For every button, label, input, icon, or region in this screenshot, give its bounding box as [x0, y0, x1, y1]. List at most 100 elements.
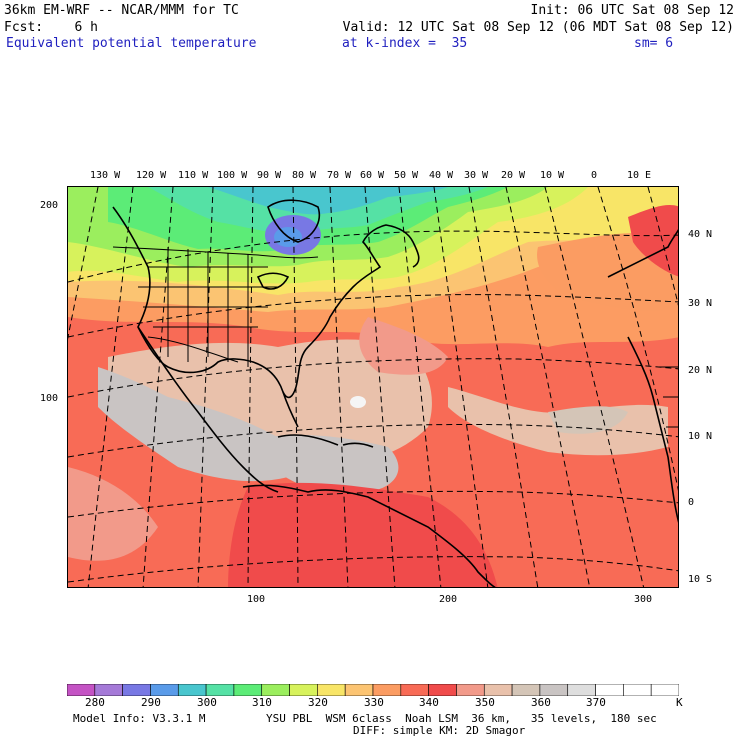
- colorbar-swatch: [233, 683, 263, 697]
- lon-label: 0: [591, 170, 598, 181]
- lon-label: 50 W: [394, 170, 419, 181]
- colorbar-swatch: [205, 683, 235, 697]
- field-white-spot: [350, 396, 366, 408]
- colorbar-swatch: [289, 683, 318, 697]
- lon-label: 80 W: [292, 170, 317, 181]
- grid-y-label: 100: [40, 393, 59, 404]
- valid-time: Valid: 12 UTC Sat 08 Sep 12 (06 MDT Sat …: [342, 20, 734, 35]
- lat-10S: [68, 556, 678, 583]
- field-east-red: [628, 205, 678, 277]
- colorbar-level: 340: [419, 696, 439, 709]
- colorbar-swatch: [511, 683, 541, 697]
- colorbar-unit: K: [676, 696, 683, 709]
- lon-40W: [433, 187, 489, 587]
- colorbar-swatch: [400, 683, 429, 697]
- lon-label: 60 W: [360, 170, 385, 181]
- colorbar-swatch: [372, 683, 402, 697]
- lon-label: 40 W: [429, 170, 454, 181]
- colorbar-level: 310: [252, 696, 272, 709]
- lat-label: 30 N: [688, 298, 713, 309]
- coast-hispaniola: [342, 442, 374, 448]
- physics-line-1: YSU PBL WSM 6class Noah LSM 36 km, 35 le…: [266, 712, 657, 725]
- lon-label: 110 W: [178, 170, 209, 181]
- colorbar-swatch: [344, 683, 374, 697]
- lon-100W: [197, 187, 214, 587]
- lat-30N: [68, 294, 678, 338]
- lon-70W: [329, 187, 349, 587]
- colorbar-level: 290: [141, 696, 161, 709]
- colorbar-level: 350: [475, 696, 495, 709]
- colorbar-swatch: [261, 683, 290, 697]
- colorbar-swatch: [595, 683, 624, 697]
- smoothing-label: sm= 6: [634, 36, 674, 51]
- lat-40N: [68, 230, 678, 283]
- colorbar-swatch: [317, 683, 346, 697]
- colorbar: [66, 681, 680, 700]
- lon-20W: [505, 187, 591, 587]
- init-time: Init: 06 UTC Sat 08 Sep 12: [530, 3, 735, 18]
- lon-label: 100 W: [217, 170, 248, 181]
- model-title: 36km EM-WRF -- NCAR/MMM for TC: [4, 3, 239, 18]
- political-boundaries: [112, 246, 678, 428]
- lon-label: 70 W: [327, 170, 352, 181]
- lon-label: 30 W: [464, 170, 489, 181]
- coast-cuba: [277, 434, 339, 446]
- coast-florida: [282, 391, 299, 428]
- coast-south-america: [242, 484, 496, 587]
- coastlines: [112, 199, 678, 587]
- lon-110W: [142, 187, 174, 587]
- colorbar-swatches: [66, 683, 680, 697]
- colorbar-swatch: [567, 683, 596, 697]
- colorbar-swatch: [623, 683, 652, 697]
- field-name: Equivalent potential temperature: [6, 36, 257, 51]
- coast-great-lakes: [256, 272, 290, 290]
- colorbar-swatch: [177, 683, 207, 697]
- lon-80W: [292, 187, 299, 587]
- model-info: Model Info: V3.3.1 M: [73, 712, 206, 725]
- field-grey-carib: [268, 435, 399, 494]
- lon-50W: [398, 187, 442, 587]
- colorbar-swatch: [650, 683, 680, 697]
- lon-10W: [544, 187, 645, 587]
- forecast-hour: Fcst: 6 h: [4, 20, 98, 35]
- lat-label: 0: [688, 497, 695, 508]
- lon-label: 130 W: [90, 170, 121, 181]
- colorbar-level: 370: [586, 696, 606, 709]
- field-pink-south: [68, 467, 158, 561]
- state-lines-2: [167, 247, 249, 367]
- lat-0: [68, 490, 678, 518]
- colorbar-level: 280: [85, 696, 105, 709]
- colorbar-swatch: [94, 683, 123, 697]
- colorbar-level: 300: [197, 696, 217, 709]
- colorbar-swatch: [122, 683, 151, 697]
- colorbar-swatch: [539, 683, 569, 697]
- lat-20N: [68, 358, 678, 398]
- physics-line-2: DIFF: simple KM: 2D Smagor: [353, 724, 526, 737]
- lon-label: 10 E: [627, 170, 652, 181]
- colorbar-level: 330: [364, 696, 384, 709]
- africa-borders: [658, 366, 678, 428]
- lat-label: 10 N: [688, 431, 713, 442]
- coast-north-america: [112, 206, 420, 399]
- colorbar-swatch: [428, 683, 457, 697]
- theta-e-map: [67, 186, 679, 588]
- colorbar-level: 360: [531, 696, 551, 709]
- lon-label: 10 W: [540, 170, 565, 181]
- level-label: at k-index = 35: [342, 36, 468, 51]
- lon-10E: [647, 187, 678, 306]
- field-cyan: [208, 187, 448, 215]
- lon-label: 20 W: [501, 170, 526, 181]
- lat-label: 10 S: [688, 574, 713, 585]
- grid-x-label: 200: [439, 594, 458, 605]
- lon-0: [597, 187, 678, 491]
- lon-90W: [247, 187, 254, 587]
- lat-label: 20 N: [688, 365, 713, 376]
- coast-africa: [627, 336, 678, 523]
- lat-10N: [68, 424, 678, 458]
- lon-30W: [468, 187, 539, 587]
- field-sa-red: [228, 482, 498, 587]
- colorbar-swatch: [483, 683, 513, 697]
- lon-label: 120 W: [136, 170, 167, 181]
- lon-label: 90 W: [257, 170, 282, 181]
- colorbar-swatch: [456, 683, 485, 697]
